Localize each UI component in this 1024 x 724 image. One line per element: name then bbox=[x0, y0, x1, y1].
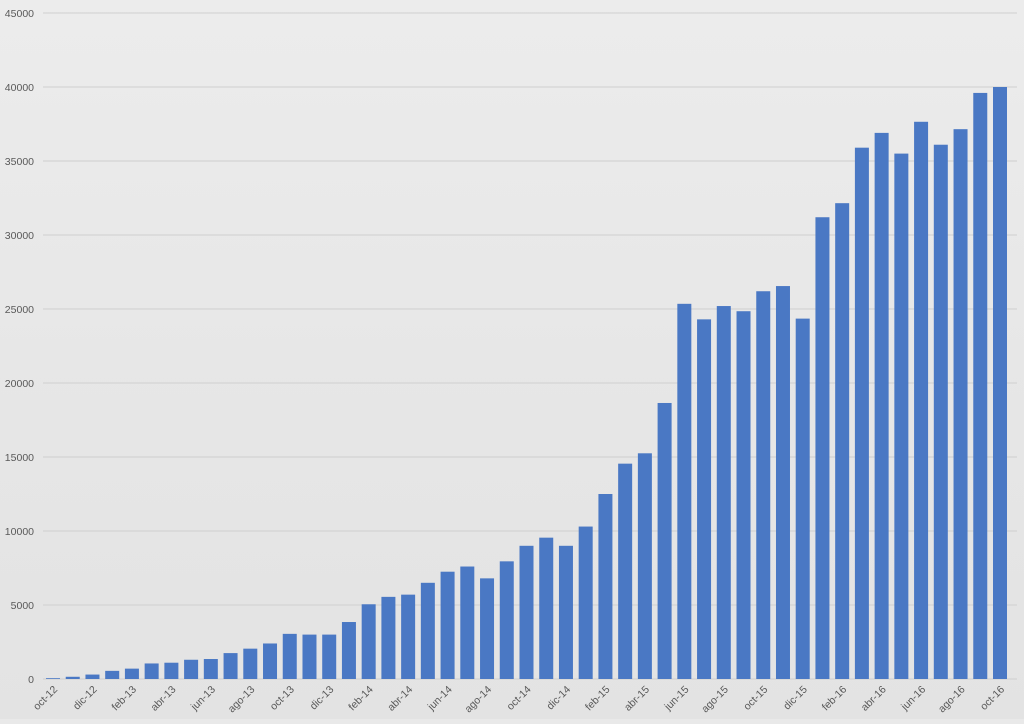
bar-may-14 bbox=[420, 582, 435, 679]
bar-feb-13 bbox=[124, 668, 139, 679]
x-tick-label: feb-15 bbox=[583, 684, 613, 714]
bar-dic-15 bbox=[795, 318, 810, 679]
x-tick-label: ago-16 bbox=[936, 684, 968, 716]
bar-may-15 bbox=[657, 402, 672, 679]
bar-may-16 bbox=[894, 153, 909, 680]
bar-sep-13 bbox=[263, 643, 278, 679]
x-tick-label: dic-12 bbox=[71, 684, 100, 713]
bar-abr-15 bbox=[637, 453, 652, 679]
bar-jul-16 bbox=[933, 144, 948, 680]
bar-abr-16 bbox=[874, 132, 889, 679]
bar-mar-14 bbox=[381, 596, 396, 679]
x-tick-label: abr-13 bbox=[149, 684, 179, 714]
x-tick-label: abr-15 bbox=[622, 684, 652, 714]
bar-jun-16 bbox=[914, 121, 929, 679]
bar-oct-12 bbox=[46, 678, 60, 679]
bar-dic-13 bbox=[322, 634, 337, 679]
bar-oct-13 bbox=[282, 633, 297, 679]
x-tick-label: feb-16 bbox=[820, 684, 850, 714]
y-tick-label: 45000 bbox=[5, 8, 34, 20]
bar-mar-16 bbox=[854, 147, 869, 679]
x-tick-label: jun-15 bbox=[662, 684, 692, 714]
bar-feb-14 bbox=[361, 604, 376, 679]
x-tick-label: oct-14 bbox=[504, 684, 533, 713]
bar-may-13 bbox=[184, 659, 199, 679]
y-tick-label: 5000 bbox=[11, 600, 35, 612]
bar-nov-13 bbox=[302, 634, 317, 679]
bar-mar-13 bbox=[144, 663, 159, 679]
y-tick-label: 15000 bbox=[5, 452, 34, 464]
x-tick-label: oct-12 bbox=[31, 684, 60, 713]
bar-jun-14 bbox=[440, 571, 455, 679]
bar-oct-14 bbox=[519, 545, 534, 679]
gridlines bbox=[43, 12, 1017, 680]
x-tick-label: dic-15 bbox=[781, 684, 810, 713]
bar-jun-15 bbox=[677, 303, 692, 679]
bar-nov-15 bbox=[775, 286, 790, 679]
bar-oct-16 bbox=[993, 87, 1007, 679]
bars bbox=[46, 87, 1007, 680]
y-tick-label: 25000 bbox=[5, 304, 34, 316]
bar-sep-14 bbox=[499, 561, 514, 679]
bar-sep-15 bbox=[736, 311, 751, 679]
bar-jul-15 bbox=[697, 319, 712, 679]
x-tick-label: abr-16 bbox=[859, 684, 889, 714]
bar-ago-13 bbox=[243, 648, 258, 679]
bar-abr-13 bbox=[164, 662, 179, 679]
x-tick-label: feb-13 bbox=[109, 684, 139, 714]
x-tick-label: jun-16 bbox=[898, 684, 928, 714]
bar-jun-13 bbox=[203, 659, 218, 679]
y-tick-label: 30000 bbox=[5, 230, 34, 242]
y-tick-label: 10000 bbox=[5, 526, 34, 538]
x-tick-label: oct-13 bbox=[268, 684, 297, 713]
x-tick-label: ago-15 bbox=[699, 684, 731, 716]
x-tick-label: dic-14 bbox=[544, 684, 573, 713]
bar-dic-12 bbox=[85, 674, 100, 679]
x-tick-label: jun-13 bbox=[188, 684, 218, 714]
bar-feb-16 bbox=[835, 203, 850, 679]
bar-nov-14 bbox=[539, 537, 554, 679]
bar-dic-14 bbox=[558, 545, 573, 679]
x-tick-label: abr-14 bbox=[385, 684, 415, 714]
bar-abr-14 bbox=[401, 594, 416, 679]
x-tick-label: ago-14 bbox=[463, 684, 495, 716]
bar-ene-16 bbox=[815, 217, 830, 680]
x-tick-label: oct-16 bbox=[978, 684, 1007, 713]
bar-oct-15 bbox=[756, 291, 771, 679]
bar-ago-15 bbox=[716, 306, 731, 679]
x-tick-label: oct-15 bbox=[741, 684, 770, 713]
x-tick-label: ago-13 bbox=[226, 684, 258, 716]
y-tick-label: 20000 bbox=[5, 378, 34, 390]
bar-feb-15 bbox=[598, 494, 613, 679]
bar-mar-15 bbox=[618, 463, 633, 679]
y-tick-label: 35000 bbox=[5, 156, 34, 168]
x-tick-label: dic-13 bbox=[308, 684, 337, 713]
y-tick-label: 40000 bbox=[5, 82, 34, 94]
bar-sep-16 bbox=[973, 92, 988, 680]
bar-ene-14 bbox=[341, 622, 356, 679]
x-axis-tick-labels: oct-12 dic-12 feb-13 abr-13 jun-13 ago-13 oct-… bbox=[31, 684, 1007, 716]
bar-nov-12 bbox=[65, 676, 80, 679]
y-tick-label: 0 bbox=[28, 674, 34, 686]
bar-jul-14 bbox=[460, 566, 475, 679]
bar-ago-14 bbox=[480, 578, 495, 679]
bar-ago-16 bbox=[953, 129, 968, 679]
y-axis-tick-labels: 0 5000 10000 15000 20000 25000 30000 35000 40000… bbox=[5, 8, 34, 686]
bar-ene-13 bbox=[105, 670, 120, 679]
x-tick-label: jun-14 bbox=[425, 684, 455, 714]
x-tick-label: feb-14 bbox=[346, 684, 376, 714]
bar-ene-15 bbox=[578, 526, 593, 679]
bar-jul-13 bbox=[223, 653, 238, 679]
